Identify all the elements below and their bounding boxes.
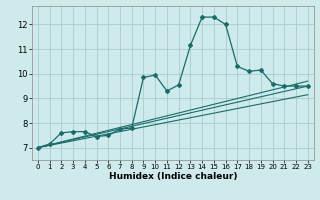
X-axis label: Humidex (Indice chaleur): Humidex (Indice chaleur) [108, 172, 237, 181]
